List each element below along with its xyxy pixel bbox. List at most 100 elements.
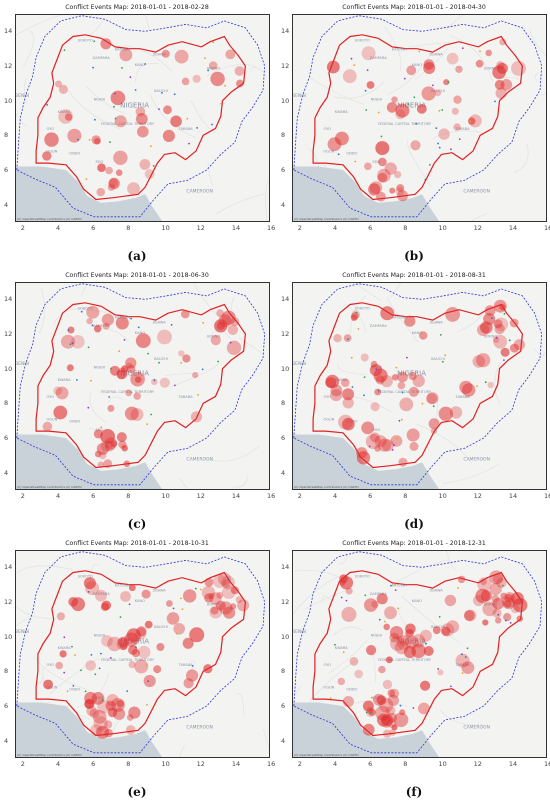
conflict-event-marker — [97, 163, 106, 172]
event-dot — [220, 102, 223, 105]
event-dot — [186, 117, 189, 120]
event-dot — [427, 97, 430, 100]
x-tick-label: 14 — [508, 492, 518, 500]
y-tick-label: 12 — [281, 330, 290, 338]
event-dot — [461, 47, 464, 50]
region-label: KANO — [412, 63, 422, 67]
event-dot — [180, 597, 182, 600]
event-dot — [147, 352, 150, 355]
conflict-event-marker — [485, 49, 492, 57]
conflict-event-marker — [127, 182, 140, 196]
event-dot — [145, 664, 148, 666]
conflict-event-marker — [492, 608, 502, 618]
x-tick-label: 6 — [368, 760, 373, 768]
event-dot — [134, 89, 137, 91]
panel-title: Conflict Events Map: 2018-01-01 - 2018-0… — [342, 4, 486, 11]
event-dot — [406, 356, 408, 359]
road-line — [513, 143, 529, 173]
conflict-event-marker — [492, 336, 500, 343]
conflict-event-marker — [144, 620, 153, 629]
conflict-event-marker — [157, 329, 172, 345]
region-label: OGUN — [46, 150, 57, 154]
conflict-event-marker — [107, 404, 115, 412]
road-line — [49, 657, 99, 695]
conflict-event-marker — [134, 376, 142, 383]
road-line — [216, 193, 265, 214]
road-line — [80, 308, 116, 315]
road-line — [332, 626, 363, 636]
conflict-event-marker — [385, 656, 393, 664]
conflict-event-marker — [128, 706, 141, 719]
conflict-event-marker — [119, 48, 133, 62]
country-label: CAMEROON — [186, 189, 213, 195]
map-attribution: (C) OpenStreetMap contributors (C) CARTO — [294, 217, 359, 221]
conflict-event-marker — [410, 140, 421, 151]
event-dot — [337, 153, 340, 156]
y-tick-label: 4 — [281, 736, 286, 745]
conflict-event-marker — [55, 80, 63, 88]
conflict-event-marker — [96, 725, 109, 739]
event-dot — [432, 405, 435, 408]
road-line — [102, 327, 129, 342]
conflict-event-marker — [500, 79, 513, 91]
conflict-event-marker — [342, 69, 357, 84]
conflict-event-marker — [397, 190, 408, 202]
conflict-event-marker — [105, 166, 113, 175]
event-dot — [212, 41, 215, 44]
conflict-event-marker — [83, 577, 96, 590]
event-dot — [150, 145, 152, 148]
conflict-event-marker — [496, 577, 507, 588]
x-tick-label: 12 — [196, 492, 205, 500]
conflict-event-marker — [406, 428, 420, 442]
conflict-event-marker — [387, 694, 399, 707]
event-dot — [77, 138, 79, 141]
buffer-zone-outline — [293, 283, 543, 486]
event-dot — [438, 109, 441, 112]
event-dot — [429, 164, 431, 166]
conflict-event-marker — [500, 347, 510, 357]
conflict-event-marker — [387, 689, 396, 697]
event-dot — [395, 366, 398, 369]
y-tick-label: 10 — [281, 632, 290, 641]
region-label: OYO — [323, 663, 331, 667]
conflict-event-marker — [183, 589, 197, 603]
event-dot — [345, 599, 348, 602]
road-line — [16, 565, 73, 574]
conflict-event-marker — [125, 725, 136, 735]
conflict-event-marker — [126, 362, 133, 369]
conflict-event-marker — [494, 317, 509, 332]
event-dot — [364, 89, 367, 92]
event-dot — [476, 385, 478, 387]
region-label: EDO — [95, 160, 103, 164]
conflict-event-marker — [203, 664, 213, 674]
conflict-event-marker — [110, 440, 118, 448]
event-dot — [130, 317, 132, 320]
event-dot — [121, 67, 123, 69]
event-dot — [194, 587, 197, 590]
conflict-event-marker — [438, 128, 450, 140]
road-line — [529, 28, 547, 58]
map-panel-f: Conflict Events Map: 2018-01-01 - 2018-1… — [279, 540, 550, 802]
region-label: JIGAWA — [429, 53, 444, 57]
event-dot — [188, 142, 190, 145]
conflict-event-marker — [235, 596, 243, 604]
region-label: OGUN — [323, 418, 334, 422]
conflict-event-marker — [493, 319, 503, 329]
region-label: ONDO — [346, 687, 357, 691]
road-line — [149, 94, 197, 139]
region-label: NIGER — [94, 634, 106, 638]
x-tick-label: 16 — [544, 492, 550, 500]
conflict-event-marker — [389, 688, 400, 699]
event-dot — [146, 423, 149, 425]
conflict-event-marker — [462, 383, 476, 397]
region-label: KWARA — [335, 110, 348, 114]
conflict-event-marker — [475, 59, 484, 68]
region-label: FEDERAL CAPITAL TERRITORY — [378, 658, 432, 662]
event-dot — [199, 588, 202, 591]
event-dot — [108, 396, 111, 398]
conflict-event-marker — [86, 317, 93, 325]
event-dot — [355, 311, 358, 314]
conflict-event-marker — [361, 46, 376, 61]
event-dot — [503, 312, 506, 315]
event-dot — [505, 619, 507, 622]
